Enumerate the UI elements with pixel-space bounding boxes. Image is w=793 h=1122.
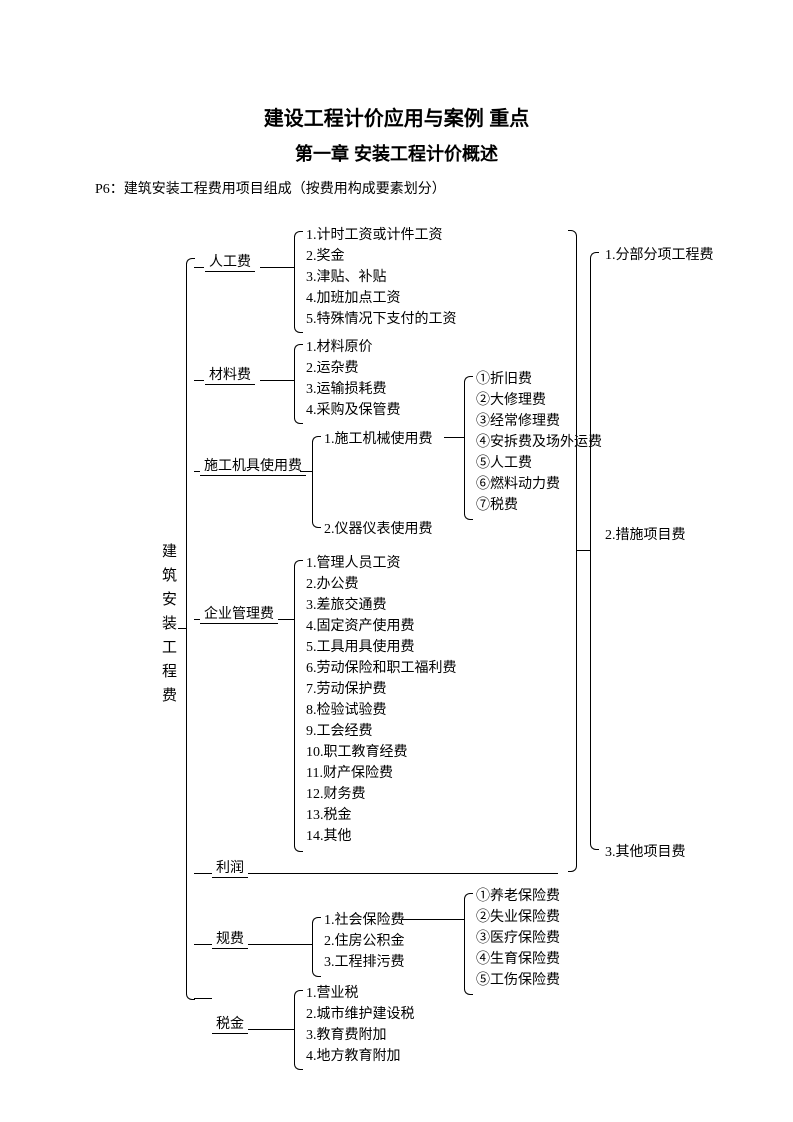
list-item: 14.其他 [306,826,457,847]
list-item: ①养老保险费 [476,886,560,907]
list-item: 2.仪器仪表使用费 [324,519,433,540]
sub-machinery-bracket [464,376,473,520]
sub-insurance-bracket [464,893,473,995]
list-item: 5.工具用具使用费 [306,637,457,658]
right-open-bracket [590,252,599,850]
list-item: ④生育保险费 [476,949,560,970]
cat-tax-bracket [294,990,303,1070]
list-item: ②大修理费 [476,390,602,411]
doc-title-1: 建设工程计价应用与案例 重点 [0,102,793,131]
list-item: 3.工程排污费 [324,952,405,973]
cat-machinery-bracket [312,436,321,528]
list-labor: 1.计时工资或计件工资2.奖金3.津贴、补贴4.加班加点工资5.特殊情况下支付的… [306,225,457,330]
root-connector [178,628,186,629]
list-item: 2.奖金 [306,246,457,267]
list-item: 13.税金 [306,805,457,826]
cat-profit-line2 [248,873,558,874]
cat-machinery-conn [300,471,312,472]
cat-machinery-line [194,471,200,472]
list-item: ②失业保险费 [476,907,560,928]
list-item: 2.城市维护建设税 [306,1004,415,1025]
cat-mgmt: 企业管理费 [200,603,278,623]
right-item-3: 3.其他项目费 [605,841,686,861]
list-item: ①折旧费 [476,369,602,390]
cat-labor-bracket [294,231,303,333]
list-item: 2.住房公积金 [324,931,405,952]
list-machinery-a: 1.施工机械使用费 [324,429,433,450]
list-item: 3.运输损耗费 [306,379,401,400]
list-item: 10.职工教育经费 [306,742,457,763]
cat-profit-line [194,873,212,874]
cat-labor-line [194,267,204,268]
cat-machinery: 施工机具使用费 [200,455,306,475]
list-item: 2.运杂费 [306,358,401,379]
cat-fee-conn [248,944,312,945]
list-item: 1.计时工资或计件工资 [306,225,457,246]
list-item: ⑦税费 [476,495,602,516]
list-material: 1.材料原价2.运杂费3.运输损耗费4.采购及保管费 [306,337,401,421]
right-big-bracket [568,230,577,872]
list-item: 3.差旅交通费 [306,595,457,616]
doc-title-2: 第一章 安装工程计价概述 [0,140,793,166]
cat-labor: 人工费 [205,251,255,271]
list-item: 3.教育费附加 [306,1025,415,1046]
list-item: 1.营业税 [306,983,415,1004]
list-item: 6.劳动保险和职工福利费 [306,658,457,679]
list-item: ④安拆费及场外运费 [476,432,602,453]
list-item: ⑤人工费 [476,453,602,474]
section-note: P6：建筑安装工程费用项目组成（按费用构成要素划分） [95,178,446,198]
list-item: 4.采购及保管费 [306,400,401,421]
cat-material-conn [260,380,294,381]
list-tax: 1.营业税2.城市维护建设税3.教育费附加4.地方教育附加 [306,983,415,1067]
cat-fee: 规费 [212,928,248,948]
list-item: 9.工会经费 [306,721,457,742]
list-item: 1.材料原价 [306,337,401,358]
list-item: 11.财产保险费 [306,763,457,784]
list-item: 4.地方教育附加 [306,1046,415,1067]
right-item-2: 2.措施项目费 [605,524,686,544]
list-mgmt: 1.管理人员工资2.办公费3.差旅交通费4.固定资产使用费5.工具用具使用费6.… [306,553,457,847]
cat-profit: 利润 [212,857,248,877]
cat-mgmt-bracket [294,560,303,852]
list-item: ⑥燃料动力费 [476,474,602,495]
list-item: 1.社会保险费 [324,910,405,931]
list-item: 8.检验试验费 [306,700,457,721]
cat-material-line [194,380,204,381]
list-item: 7.劳动保护费 [306,679,457,700]
list-item: 4.加班加点工资 [306,288,457,309]
list-item: ⑤工伤保险费 [476,970,560,991]
list-item: 1.管理人员工资 [306,553,457,574]
list-item: 3.津贴、补贴 [306,267,457,288]
cat-material-bracket [294,344,303,424]
list-item: 12.财务费 [306,784,457,805]
cat-mgmt-conn [278,619,294,620]
root-bracket [186,258,195,1000]
cat-mgmt-line [194,619,200,620]
cat-material: 材料费 [205,364,255,384]
cat-fee-bracket [312,917,321,977]
cat-tax-conn [248,1029,294,1030]
sub-machinery-conn [444,437,464,438]
list-item: 1.施工机械使用费 [324,429,433,450]
list-sub-machinery: ①折旧费②大修理费③经常修理费④安拆费及场外运费⑤人工费⑥燃料动力费⑦税费 [476,369,602,516]
list-machinery-b: 2.仪器仪表使用费 [324,519,433,540]
list-fee: 1.社会保险费2.住房公积金3.工程排污费 [324,910,405,973]
cat-tax-line [194,998,212,999]
list-item: 5.特殊情况下支付的工资 [306,309,457,330]
list-item: 4.固定资产使用费 [306,616,457,637]
root-label: 建筑安装工程费 [162,540,178,708]
list-item: ③经常修理费 [476,411,602,432]
cat-fee-line [194,944,212,945]
sub-insurance-conn [402,919,464,920]
list-item: 2.办公费 [306,574,457,595]
cat-labor-conn [260,267,294,268]
list-sub-insurance: ①养老保险费②失业保险费③医疗保险费④生育保险费⑤工伤保险费 [476,886,560,991]
list-item: ③医疗保险费 [476,928,560,949]
right-bridge [576,550,590,551]
right-item-1: 1.分部分项工程费 [605,244,714,264]
cat-tax: 税金 [212,1013,248,1033]
